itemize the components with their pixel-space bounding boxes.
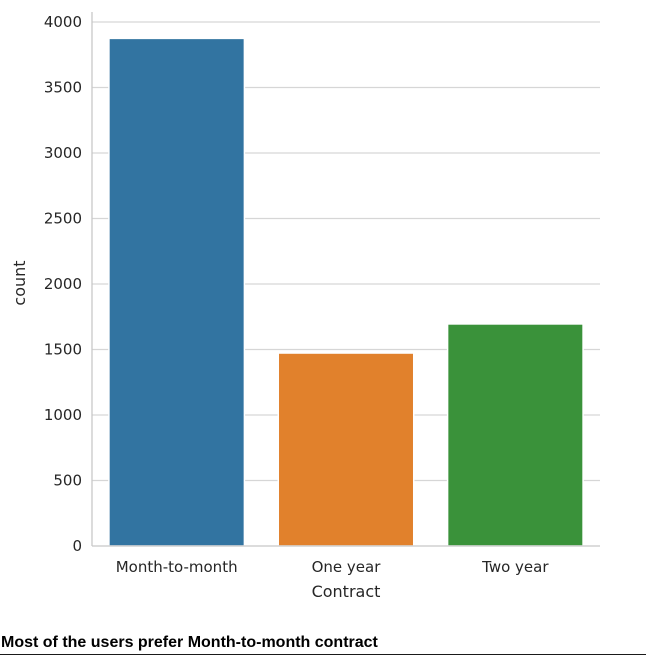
x-tick-labels: Month-to-month One year Two year	[116, 558, 550, 576]
bar-one-year	[277, 352, 415, 547]
y-tick-label: 500	[53, 472, 82, 490]
bars	[108, 37, 584, 547]
x-tick-label: Month-to-month	[116, 558, 238, 576]
y-tick-label: 1500	[44, 341, 82, 359]
axes	[91, 12, 600, 547]
y-tick-label: 2000	[44, 275, 82, 293]
y-axis-title: count	[10, 260, 29, 305]
bar-month-to-month	[108, 37, 246, 547]
y-tick-label: 3500	[44, 79, 82, 97]
y-tick-label: 1000	[44, 406, 82, 424]
y-tick-label: 0	[72, 537, 82, 555]
y-tick-label: 2500	[44, 210, 82, 228]
y-tick-label: 3000	[44, 144, 82, 162]
x-tick-label: Two year	[481, 558, 549, 576]
x-axis-title: Contract	[312, 582, 381, 601]
x-tick-label: One year	[312, 558, 382, 576]
bar-two-year	[446, 323, 584, 547]
bar-chart: 0 500 1000 1500 2000 2500 3000 3500 4000 Month-t…	[10, 12, 600, 601]
y-tick-labels: 0 500 1000 1500 2000 2500 3000 3500 4000	[44, 13, 82, 555]
y-tick-label: 4000	[44, 13, 82, 31]
chart-caption: Most of the users prefer Month-to-month …	[0, 633, 646, 655]
chart-svg: 0 500 1000 1500 2000 2500 3000 3500 4000 Month-t…	[10, 12, 600, 601]
